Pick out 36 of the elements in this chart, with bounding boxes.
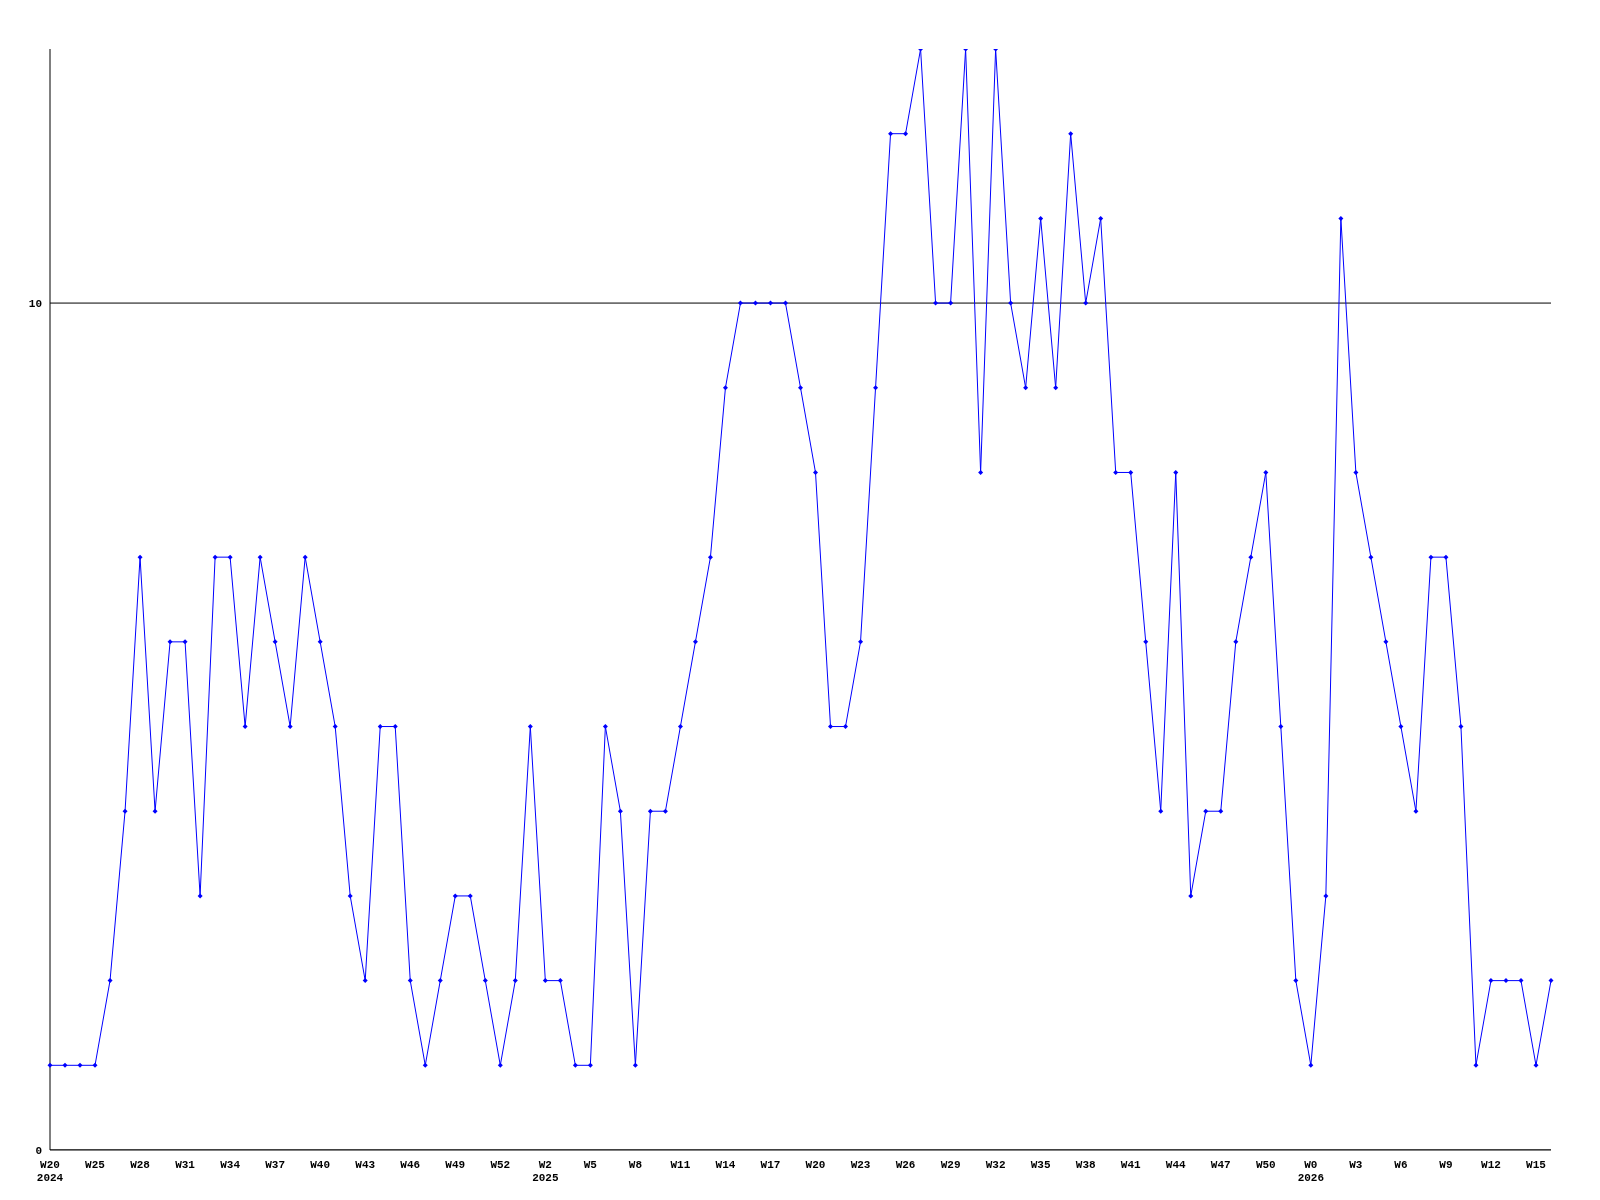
x-tick-label: W32 xyxy=(985,1159,1006,1171)
x-tick-label: W37 xyxy=(265,1159,286,1171)
x-tick-label: W5 xyxy=(583,1159,598,1171)
x-tick-label: W38 xyxy=(1075,1159,1096,1171)
x-tick-label: W52 xyxy=(490,1159,511,1171)
x-tick-label: W17 xyxy=(760,1159,781,1171)
x-tick-label: W46 xyxy=(400,1159,421,1171)
x-tick-label: W35 xyxy=(1030,1159,1051,1171)
x-tick-label: W34 xyxy=(220,1159,241,1171)
x-tick-label: W25 xyxy=(85,1159,106,1171)
x-tick-label: W2 2025 xyxy=(532,1159,559,1184)
y-tick-label: 0 xyxy=(35,1144,42,1157)
x-tick-label: W14 xyxy=(715,1159,736,1171)
x-tick-label: W31 xyxy=(175,1159,196,1171)
x-tick-label: W3 xyxy=(1349,1159,1363,1171)
x-tick-label: W41 xyxy=(1120,1159,1142,1171)
y-tick-label: 10 xyxy=(28,297,42,310)
x-tick-label: W40 xyxy=(310,1159,331,1171)
x-tick-label: W26 xyxy=(895,1159,916,1171)
x-tick-label: W20 xyxy=(805,1159,826,1171)
x-tick-label: W49 xyxy=(445,1159,466,1171)
x-tick-label: W47 xyxy=(1210,1159,1231,1171)
x-tick-label: W8 xyxy=(628,1159,643,1171)
x-tick-label: W29 xyxy=(940,1159,961,1171)
x-tick-label: W44 xyxy=(1165,1159,1187,1171)
x-tick-label: W11 xyxy=(670,1159,691,1171)
x-tick-label: W23 xyxy=(850,1159,871,1171)
x-tick-label: W50 xyxy=(1255,1159,1276,1171)
x-tick-label: W43 xyxy=(355,1159,376,1171)
x-tick-label: W9 xyxy=(1439,1159,1453,1171)
x-tick-label: W0 2026 xyxy=(1297,1159,1325,1184)
x-tick-label: W6 xyxy=(1394,1159,1408,1171)
x-tick-label: W15 xyxy=(1526,1159,1547,1171)
x-tick-label: W12 xyxy=(1481,1159,1501,1171)
x-tick-label: W20 2024 xyxy=(36,1159,64,1184)
x-tick-label: W28 xyxy=(130,1159,151,1171)
